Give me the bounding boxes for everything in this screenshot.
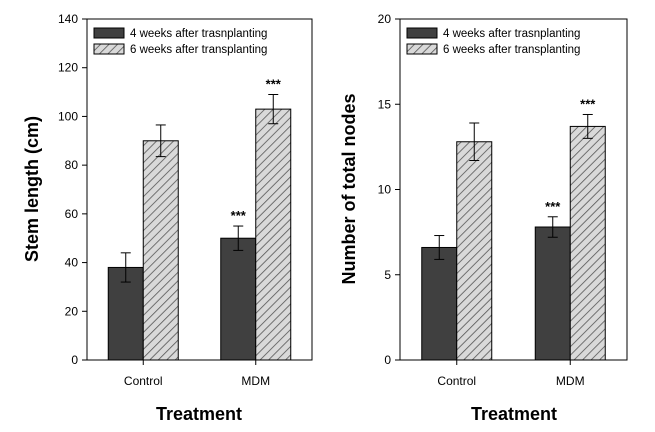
y-tick-label: 0	[384, 353, 391, 367]
y-tick-label: 0	[71, 353, 78, 367]
bar	[569, 125, 606, 361]
legend-swatch	[406, 43, 438, 55]
stem-length-chart: Stem length (cm) Treatment 0 20 40 60 80 100 1…	[22, 12, 313, 424]
x-tick-label: Control	[437, 374, 476, 388]
y-tick-label: 140	[58, 12, 78, 26]
bar	[255, 108, 292, 361]
y-tick-label: 120	[58, 61, 78, 75]
x-tick-label: MDM	[241, 374, 270, 388]
significance-label: ***	[266, 77, 282, 92]
legend-label: 4 weeks after trasnplanting	[443, 28, 580, 40]
y-tick-label: 40	[65, 256, 79, 270]
significance-label: ***	[231, 208, 247, 223]
y-tick-label: 60	[65, 207, 79, 221]
legend-label: 6 weeks after transplanting	[443, 44, 580, 56]
bar	[220, 237, 257, 361]
bar	[142, 140, 179, 361]
x-tick-label: MDM	[556, 374, 585, 388]
significance-label: ***	[580, 96, 596, 111]
y-tick-label: 80	[65, 158, 79, 172]
y-tick-label: 20	[65, 304, 79, 318]
y-tick-label: 15	[378, 97, 392, 111]
x-axis-title: Treatment	[471, 404, 557, 424]
legend-label: 6 weeks after transplanting	[130, 44, 267, 56]
y-tick-label: 5	[384, 268, 391, 282]
total-nodes-chart: Number of total nodes Treatment 0 5 10 15 20…	[339, 12, 628, 424]
x-tick-label: Control	[124, 374, 163, 388]
bar	[421, 246, 458, 361]
plot-frame	[86, 18, 313, 361]
y-tick-label: 10	[378, 183, 392, 197]
legend-swatch	[406, 27, 438, 39]
legend-swatch	[93, 27, 125, 39]
y-axis-title: Stem length (cm)	[22, 116, 42, 262]
legend-swatch	[93, 43, 125, 55]
x-axis-title: Treatment	[156, 404, 242, 424]
bar	[534, 226, 571, 361]
legend-label: 4 weeks after trasnplanting	[130, 28, 267, 40]
y-tick-label: 20	[378, 12, 392, 26]
y-tick-label: 100	[58, 109, 78, 123]
significance-label: ***	[545, 199, 561, 214]
y-axis-title: Number of total nodes	[339, 93, 359, 284]
bar	[456, 141, 493, 361]
